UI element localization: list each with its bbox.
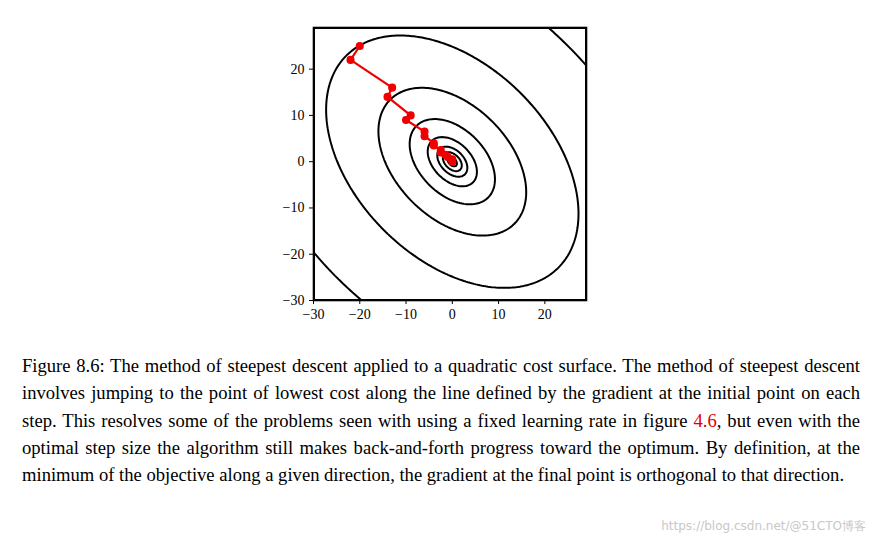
html-text:https://blog.csdn.net/@51CTO博客: https://blog.csdn.net/@51CTO博客 — [661, 519, 866, 533]
svg-text:−30: −30 — [283, 293, 305, 308]
svg-text:−10: −10 — [283, 200, 305, 215]
svg-text:10: 10 — [492, 307, 506, 322]
svg-text:−30: −30 — [303, 307, 325, 322]
svg-text:20: 20 — [538, 307, 552, 322]
svg-text:−20: −20 — [349, 307, 371, 322]
svg-text:10: 10 — [291, 108, 305, 123]
svg-text:0: 0 — [298, 154, 305, 169]
svg-text:0: 0 — [449, 307, 456, 322]
svg-text:−20: −20 — [283, 247, 305, 262]
svg-text:20: 20 — [291, 62, 305, 77]
html-text:Figure 8.6: The method of stee: Figure 8.6: The method of steepest desce… — [22, 355, 860, 486]
svg-text:−10: −10 — [395, 307, 417, 322]
